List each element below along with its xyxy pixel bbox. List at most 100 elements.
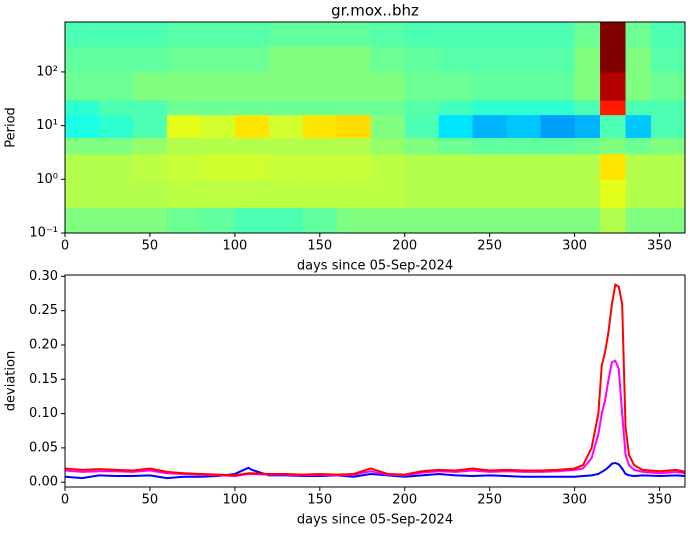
- heatmap-cell: [98, 137, 134, 155]
- x-tick-label: 300: [562, 493, 587, 508]
- x-tick-label: 100: [222, 493, 247, 508]
- x-tick-label: 350: [647, 239, 672, 254]
- heatmap-cell: [438, 99, 474, 116]
- heatmap-cell: [574, 207, 601, 234]
- heatmap-cell: [234, 207, 270, 234]
- heatmap-cell: [651, 99, 686, 116]
- heatmap-cell: [268, 137, 304, 155]
- heatmap-cell: [166, 179, 202, 208]
- heatmap-cell: [336, 71, 372, 101]
- y-axis-label: deviation: [4, 351, 19, 411]
- heatmap-cell: [65, 179, 100, 208]
- heatmap-cell: [438, 22, 474, 47]
- heatmap-cell: [132, 114, 168, 139]
- heatmap-cell: [506, 22, 542, 47]
- heatmap-cell: [370, 137, 406, 155]
- heatmap-cell: [200, 71, 236, 101]
- heatmap-cell: [234, 114, 270, 139]
- heatmap-cell: [268, 99, 304, 116]
- heatmap-cell: [132, 207, 168, 234]
- heatmap-cell: [472, 99, 508, 116]
- heatmap-cell: [625, 46, 652, 73]
- heatmap-cell: [200, 99, 236, 116]
- x-tick-label: 50: [142, 493, 159, 508]
- heatmap-cell: [600, 207, 627, 234]
- heatmap-cell: [65, 153, 100, 180]
- heatmap-cell: [600, 114, 627, 139]
- heatmap-cell: [65, 207, 100, 234]
- heatmap-cell: [200, 137, 236, 155]
- heatmap-cell: [98, 99, 134, 116]
- heatmap-cell: [600, 22, 627, 47]
- heatmap-cell: [65, 71, 100, 101]
- heatmap-cell: [651, 137, 686, 155]
- heatmap-cell: [574, 46, 601, 73]
- heatmap-cell: [132, 99, 168, 116]
- line-series: [64, 461, 686, 480]
- heatmap-cell: [574, 179, 601, 208]
- heatmap-cell: [268, 71, 304, 101]
- y-tick-label: 0.10: [29, 406, 58, 421]
- heatmap-cell: [336, 153, 372, 180]
- heatmap-cell: [574, 114, 601, 139]
- heatmap-cell: [200, 179, 236, 208]
- heatmap-cell: [574, 137, 601, 155]
- heatmap-cell: [370, 46, 406, 73]
- heatmap-cell: [438, 153, 474, 180]
- heatmap-cell: [540, 71, 576, 101]
- heatmap-cell: [540, 22, 576, 47]
- heatmap-cell: [268, 114, 304, 139]
- heatmap-cell: [302, 46, 338, 73]
- heatmap-cell: [540, 137, 576, 155]
- heatmap-cell: [506, 114, 542, 139]
- x-tick-label: 150: [307, 493, 332, 508]
- heatmap-cell: [302, 22, 338, 47]
- heatmap-cell: [574, 153, 601, 180]
- heatmap-cell: [472, 22, 508, 47]
- heatmap-cell: [200, 207, 236, 234]
- heatmap-cell: [651, 71, 686, 101]
- heatmap-cell: [625, 153, 652, 180]
- x-axis-label: days since 05-Sep-2024: [297, 259, 453, 274]
- heatmap-cell: [166, 46, 202, 73]
- heatmap-cell: [540, 46, 576, 73]
- heatmap-cell: [98, 22, 134, 47]
- heatmap-cell: [625, 207, 652, 234]
- heatmap-cell: [370, 71, 406, 101]
- heatmap-cell: [234, 153, 270, 180]
- heatmap-cell: [438, 179, 474, 208]
- heatmap-cell: [132, 137, 168, 155]
- heatmap-cell: [166, 99, 202, 116]
- x-tick-label: 250: [477, 239, 502, 254]
- heatmap-cell: [472, 71, 508, 101]
- x-tick-label: 50: [142, 239, 159, 254]
- heatmap-cell: [472, 179, 508, 208]
- heatmap-cell: [302, 153, 338, 180]
- heatmap-cell: [651, 46, 686, 73]
- heatmap-cell: [600, 71, 627, 101]
- heatmap-cell: [600, 153, 627, 180]
- heatmap-cell: [200, 22, 236, 47]
- x-tick-label: 300: [562, 239, 587, 254]
- heatmap-cell: [234, 99, 270, 116]
- heatmap-cell: [506, 46, 542, 73]
- heatmap-cell: [472, 114, 508, 139]
- y-tick-label: 10⁻¹: [29, 226, 58, 241]
- heatmap-cell: [404, 153, 440, 180]
- heatmap-cell: [336, 207, 372, 234]
- heatmap-cell: [336, 137, 372, 155]
- y-tick-label: 0.20: [29, 337, 58, 352]
- heatmap-cell: [404, 46, 440, 73]
- heatmap-cell: [370, 207, 406, 234]
- heatmap-cell: [302, 114, 338, 139]
- heatmap-cell: [600, 137, 627, 155]
- heatmap-cell: [540, 179, 576, 208]
- heatmap-cell: [268, 22, 304, 47]
- chart-title: gr.mox..bhz: [331, 2, 419, 20]
- heatmap-cell: [506, 137, 542, 155]
- x-axis-label: days since 05-Sep-2024: [297, 513, 453, 528]
- heatmap-cell: [336, 179, 372, 208]
- heatmap-cell: [98, 114, 134, 139]
- heatmap-cell: [98, 179, 134, 208]
- heatmap-cell: [651, 153, 686, 180]
